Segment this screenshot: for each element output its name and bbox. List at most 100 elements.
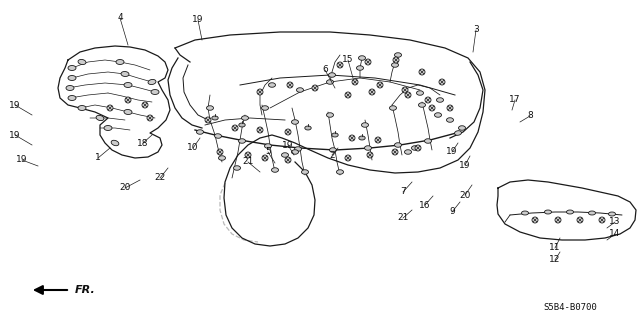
Ellipse shape (124, 83, 132, 87)
Circle shape (599, 217, 605, 223)
Ellipse shape (545, 210, 552, 214)
Circle shape (447, 105, 453, 111)
Ellipse shape (234, 166, 241, 170)
Circle shape (345, 92, 351, 98)
Circle shape (285, 157, 291, 163)
Circle shape (257, 89, 263, 95)
Circle shape (393, 57, 399, 63)
Ellipse shape (148, 79, 156, 84)
Circle shape (217, 149, 223, 155)
Ellipse shape (196, 130, 204, 134)
Ellipse shape (214, 134, 221, 138)
Ellipse shape (262, 106, 269, 110)
Text: 19: 19 (16, 156, 28, 164)
Ellipse shape (394, 53, 401, 57)
Ellipse shape (417, 91, 424, 95)
Ellipse shape (394, 143, 401, 147)
Text: 15: 15 (342, 55, 354, 65)
Text: 10: 10 (188, 143, 199, 153)
Ellipse shape (218, 156, 225, 160)
Ellipse shape (68, 76, 76, 81)
Circle shape (375, 137, 381, 143)
Ellipse shape (328, 73, 335, 77)
Ellipse shape (330, 148, 337, 152)
Text: 14: 14 (609, 229, 621, 238)
Ellipse shape (111, 140, 119, 146)
Text: 21: 21 (243, 157, 253, 166)
Circle shape (287, 82, 293, 88)
Circle shape (285, 129, 291, 135)
Circle shape (415, 145, 421, 151)
Circle shape (345, 155, 351, 161)
Text: 18: 18 (137, 139, 148, 148)
Text: 8: 8 (527, 111, 533, 121)
Ellipse shape (241, 116, 248, 120)
Text: 5: 5 (265, 148, 271, 156)
Text: 19: 19 (282, 140, 294, 149)
Ellipse shape (151, 90, 159, 94)
Ellipse shape (458, 126, 465, 130)
Circle shape (262, 155, 268, 161)
Circle shape (392, 149, 398, 155)
Ellipse shape (412, 146, 419, 150)
Ellipse shape (326, 80, 333, 84)
Text: FR.: FR. (75, 285, 96, 295)
Ellipse shape (522, 211, 529, 215)
Text: 11: 11 (549, 244, 561, 252)
Ellipse shape (212, 116, 218, 120)
Ellipse shape (68, 66, 76, 70)
Ellipse shape (78, 60, 86, 65)
Ellipse shape (436, 98, 444, 102)
Ellipse shape (66, 85, 74, 91)
Text: 20: 20 (460, 190, 470, 199)
Ellipse shape (419, 103, 426, 107)
Ellipse shape (332, 133, 338, 137)
Ellipse shape (566, 210, 573, 214)
Circle shape (367, 152, 373, 158)
Ellipse shape (305, 126, 311, 130)
Ellipse shape (359, 136, 365, 140)
Circle shape (257, 127, 263, 133)
Circle shape (337, 62, 343, 68)
Text: 19: 19 (460, 161, 471, 170)
Text: 6: 6 (322, 66, 328, 75)
Ellipse shape (239, 123, 245, 127)
Ellipse shape (78, 106, 86, 110)
Text: 12: 12 (549, 255, 561, 265)
Text: 22: 22 (154, 173, 166, 182)
Ellipse shape (609, 212, 616, 216)
Ellipse shape (96, 116, 104, 121)
Ellipse shape (424, 139, 431, 143)
Text: 4: 4 (117, 13, 123, 22)
Circle shape (555, 217, 561, 223)
Text: S5B4-B0700: S5B4-B0700 (543, 303, 597, 313)
Text: 16: 16 (419, 201, 431, 210)
Circle shape (352, 79, 358, 85)
Text: 2: 2 (329, 150, 335, 159)
Text: 3: 3 (473, 26, 479, 35)
Circle shape (232, 125, 238, 131)
Ellipse shape (296, 88, 303, 92)
Ellipse shape (358, 56, 365, 60)
Ellipse shape (356, 66, 364, 70)
Circle shape (312, 85, 318, 91)
Ellipse shape (282, 153, 289, 157)
Circle shape (439, 79, 445, 85)
Text: 19: 19 (192, 15, 204, 25)
Ellipse shape (294, 147, 301, 151)
Text: 17: 17 (509, 95, 521, 105)
Ellipse shape (124, 109, 132, 115)
Circle shape (142, 102, 148, 108)
Circle shape (405, 92, 411, 98)
Circle shape (245, 152, 251, 158)
Circle shape (532, 217, 538, 223)
Circle shape (205, 117, 211, 123)
Ellipse shape (291, 120, 298, 124)
Circle shape (369, 89, 375, 95)
Ellipse shape (454, 131, 461, 135)
Circle shape (147, 115, 153, 121)
Ellipse shape (207, 106, 214, 110)
Ellipse shape (326, 113, 333, 117)
Circle shape (419, 69, 425, 75)
Circle shape (577, 217, 583, 223)
